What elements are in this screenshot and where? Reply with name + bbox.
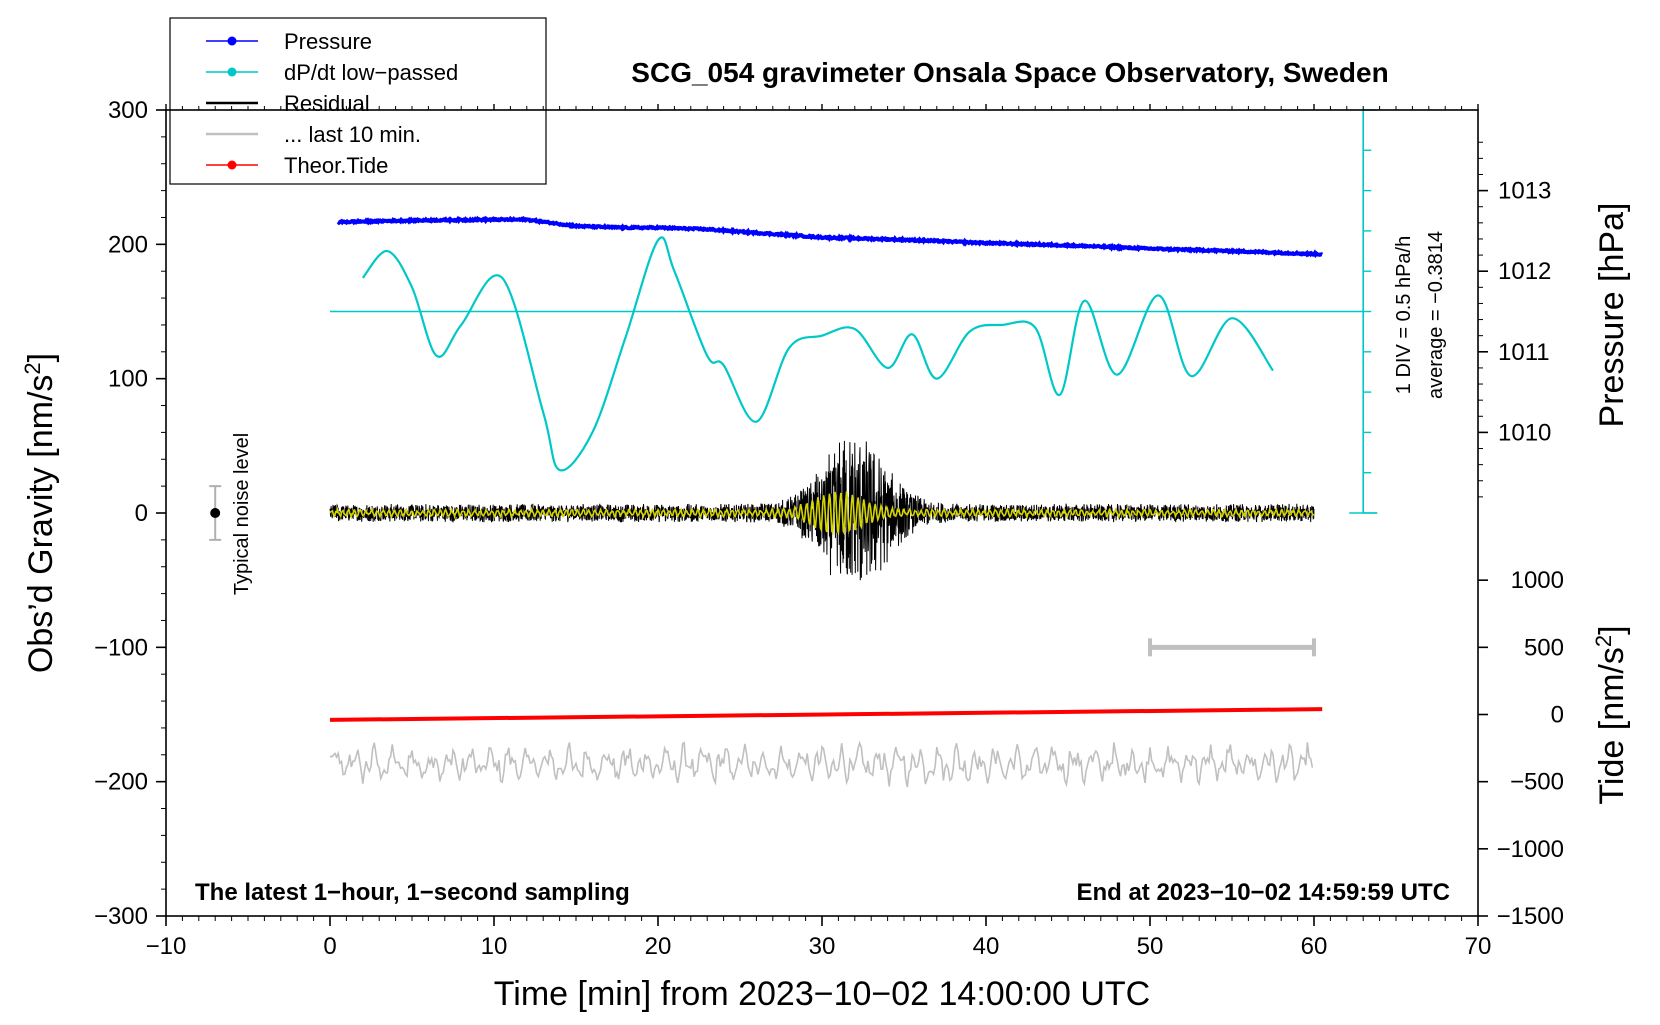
legend: Pressure dP/dt low−passed Residual ... last… — [169, 17, 547, 185]
pressure-tick-label: 1013 — [1498, 178, 1551, 205]
x-tick-label: 40 — [973, 933, 1000, 960]
y-axis-left-title: Obs’d Gravity [nm/s2] — [20, 353, 61, 673]
series-residual-line — [329, 440, 1315, 581]
legend-label: Theor.Tide — [284, 153, 388, 178]
legend-label: dP/dt low−passed — [284, 60, 458, 85]
x-tick-label: −10 — [146, 933, 187, 960]
legend-marker — [227, 36, 237, 46]
series-residual-filtered-line — [329, 491, 1315, 536]
tide-tick-label: −1000 — [1497, 836, 1564, 863]
tide-tick-label: −500 — [1510, 769, 1564, 796]
average-label: average = −0.3814 — [1425, 231, 1447, 399]
x-tick-label: 70 — [1465, 933, 1492, 960]
y-tick-label: 200 — [108, 231, 148, 258]
pressure-tick-label: 1012 — [1498, 258, 1551, 285]
series-dpdt-line — [361, 236, 1274, 472]
legend-label: ... last 10 min. — [284, 122, 421, 147]
x-tick-label: 30 — [809, 933, 836, 960]
y-tick-label: 100 — [108, 366, 148, 393]
pressure-tick-label: 1011 — [1498, 339, 1550, 366]
y-axis-pressure-title: Pressure [hPa] — [1593, 203, 1631, 428]
footnote-left: The latest 1−hour, 1−second sampling — [195, 879, 630, 906]
pressure-tick-label: 1010 — [1498, 419, 1551, 446]
x-tick-label: 50 — [1137, 933, 1164, 960]
series-last-10-min-line — [329, 740, 1314, 788]
tide-tick-label: 500 — [1524, 634, 1564, 661]
x-tick-label: 20 — [645, 933, 672, 960]
plot-area — [166, 109, 1478, 916]
legend-label: Pressure — [284, 29, 372, 54]
tide-tick-label: −1500 — [1497, 903, 1564, 930]
y-tick-label: −100 — [94, 634, 148, 661]
y-axis-tide-title: Tide [nm/s2] — [1591, 625, 1632, 804]
x-tick-label: 0 — [323, 933, 336, 960]
legend-label: Residual — [284, 91, 370, 116]
tide-tick-label: 1000 — [1511, 567, 1564, 594]
noise-level-dot — [210, 508, 221, 518]
tide-tick-label: 0 — [1551, 702, 1564, 729]
legend-marker — [227, 67, 237, 77]
x-tick-label: 10 — [481, 933, 508, 960]
y-tick-label: 300 — [108, 97, 148, 124]
x-axis-title: Time [min] from 2023−10−02 14:00:00 UTC — [494, 975, 1150, 1013]
series-pressure-line — [336, 215, 1324, 259]
noise-level-label: Typical noise level — [231, 433, 253, 595]
y-tick-label: 0 — [135, 500, 148, 527]
y-tick-label: −300 — [94, 903, 148, 930]
legend-marker — [227, 160, 237, 170]
chart-title: SCG_054 gravimeter Onsala Space Observat… — [631, 57, 1388, 88]
footnote-right: End at 2023−10−02 14:59:59 UTC — [1076, 879, 1450, 906]
x-tick-label: 60 — [1301, 933, 1328, 960]
y-tick-label: −200 — [94, 769, 148, 796]
legend-box — [169, 17, 547, 185]
scale-bar-label: 1 DIV = 0.5 hPa/h — [1393, 236, 1415, 394]
series-tide-line — [329, 707, 1323, 722]
